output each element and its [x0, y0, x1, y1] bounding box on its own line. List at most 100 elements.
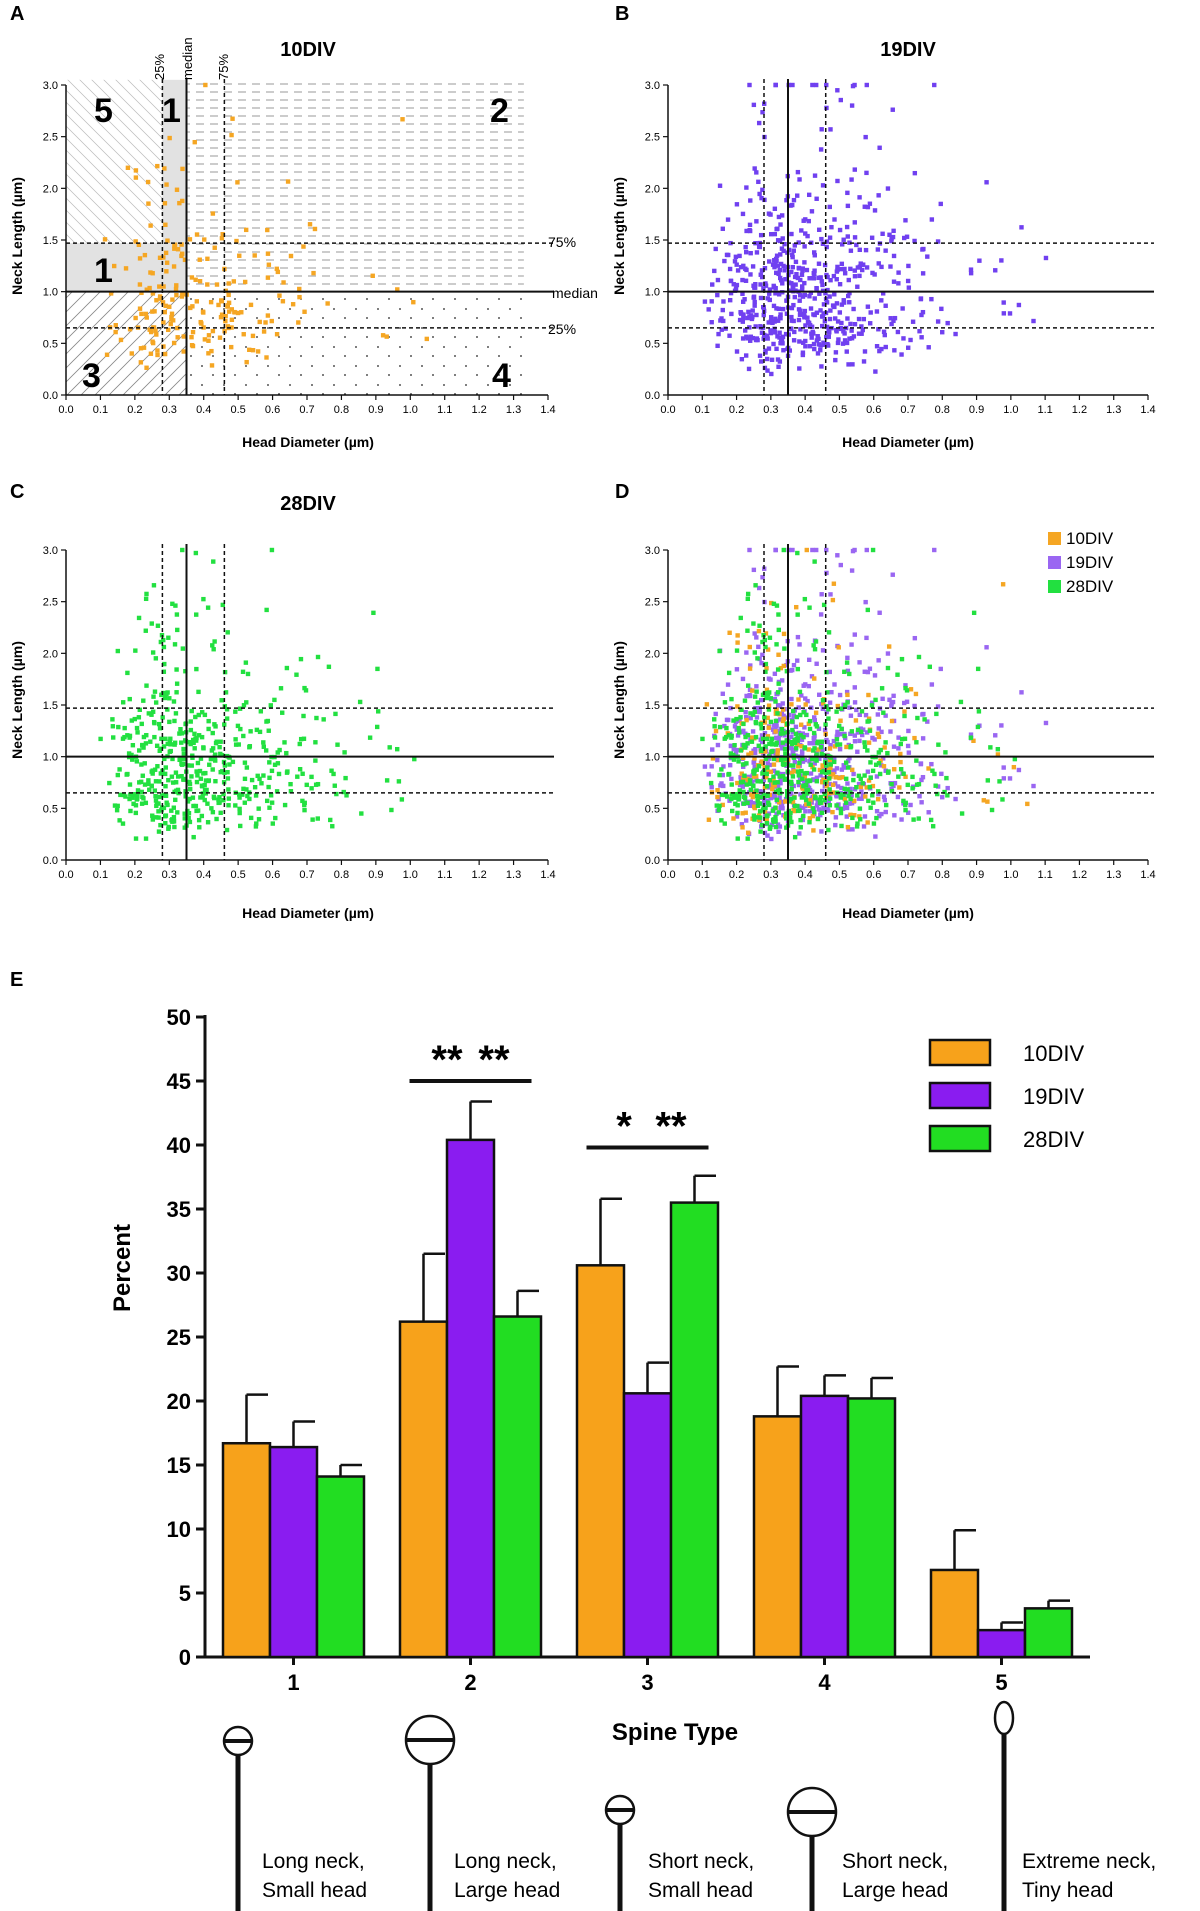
data-point — [763, 631, 769, 636]
data-point — [821, 311, 826, 316]
data-point — [270, 821, 275, 826]
data-point — [745, 591, 751, 597]
spine-type-label-5-sub: Tiny head — [1022, 1879, 1113, 1902]
data-point — [738, 789, 743, 795]
data-point — [916, 654, 922, 660]
x-tick-label: 0.9 — [969, 869, 984, 881]
data-point — [803, 231, 808, 236]
data-point — [199, 321, 204, 326]
data-point — [866, 718, 872, 724]
data-point — [767, 777, 773, 783]
data-point — [205, 820, 211, 825]
data-point — [797, 298, 802, 303]
data-point — [224, 716, 230, 721]
data-point — [357, 699, 363, 705]
data-point — [856, 773, 862, 779]
data-point — [857, 195, 862, 200]
data-point — [177, 200, 182, 206]
data-point — [806, 721, 812, 726]
data-point — [731, 747, 736, 752]
x-tick-label: 0.0 — [660, 869, 675, 881]
data-point — [762, 749, 768, 754]
data-point — [777, 238, 783, 244]
data-point — [806, 657, 812, 663]
data-point — [906, 750, 912, 755]
data-point — [792, 243, 797, 248]
data-point — [779, 337, 785, 343]
data-point — [760, 110, 765, 115]
data-point — [876, 797, 881, 802]
data-point — [747, 82, 752, 88]
data-point — [841, 237, 846, 242]
data-point — [798, 825, 803, 830]
data-point — [896, 281, 901, 286]
data-point — [812, 647, 818, 652]
data-point — [194, 735, 199, 741]
data-point — [799, 284, 805, 289]
data-point — [745, 628, 750, 633]
data-point — [762, 265, 768, 271]
data-point — [183, 669, 188, 674]
data-point — [210, 211, 216, 216]
data-point — [189, 343, 195, 348]
data-point — [747, 222, 753, 228]
data-point — [148, 739, 153, 744]
data-point — [845, 668, 851, 674]
data-point — [762, 730, 768, 736]
data-point — [742, 698, 748, 703]
data-point — [968, 732, 974, 737]
data-point — [144, 315, 149, 320]
data-point — [844, 224, 850, 230]
data-point — [266, 728, 271, 733]
data-point — [818, 795, 823, 800]
data-point — [775, 318, 781, 323]
data-point — [281, 280, 286, 285]
data-point — [194, 232, 200, 237]
data-point — [210, 643, 215, 648]
data-point — [852, 167, 857, 172]
x-tick-label: 0.5 — [230, 404, 245, 416]
data-point — [756, 817, 762, 823]
data-point — [744, 228, 749, 234]
data-point — [831, 273, 837, 279]
data-point — [802, 315, 807, 320]
data-point — [765, 734, 771, 739]
data-point — [334, 791, 339, 797]
data-point — [760, 808, 766, 813]
data-point — [760, 639, 765, 645]
data-point — [147, 327, 152, 332]
data-point — [713, 728, 719, 734]
data-point — [827, 294, 832, 299]
data-point — [777, 359, 783, 364]
data-point — [871, 800, 876, 805]
data-point — [182, 811, 187, 816]
data-point — [211, 647, 216, 652]
legend-label-28div: 28DIV — [1066, 577, 1114, 596]
data-point — [812, 809, 817, 815]
data-point — [824, 82, 829, 88]
data-point — [768, 795, 773, 801]
data-point — [830, 768, 836, 773]
data-point — [741, 794, 747, 800]
data-points — [702, 82, 1049, 377]
data-point — [812, 271, 817, 277]
scatter-panel-28div: 0.0 0.1 0.2 0.3 0.4 0.5 0.6 0.7 0.8 0.9 1.0 1.1 1.2 1… — [9, 493, 556, 921]
data-point — [834, 734, 840, 739]
data-point — [762, 830, 768, 836]
data-point — [218, 810, 223, 816]
data-point — [769, 742, 775, 747]
data-point — [771, 756, 777, 762]
legend: 10DIV 19DIV 28DIV — [1048, 529, 1114, 596]
data-point — [763, 805, 768, 811]
data-point — [162, 792, 167, 798]
data-point — [252, 253, 257, 258]
data-point — [137, 256, 143, 261]
data-point — [904, 234, 910, 239]
data-point — [799, 287, 805, 292]
data-point — [750, 712, 756, 717]
data-point — [147, 285, 152, 291]
data-point — [163, 736, 168, 742]
data-point — [843, 800, 849, 805]
data-point — [900, 306, 905, 311]
data-point — [807, 726, 813, 732]
